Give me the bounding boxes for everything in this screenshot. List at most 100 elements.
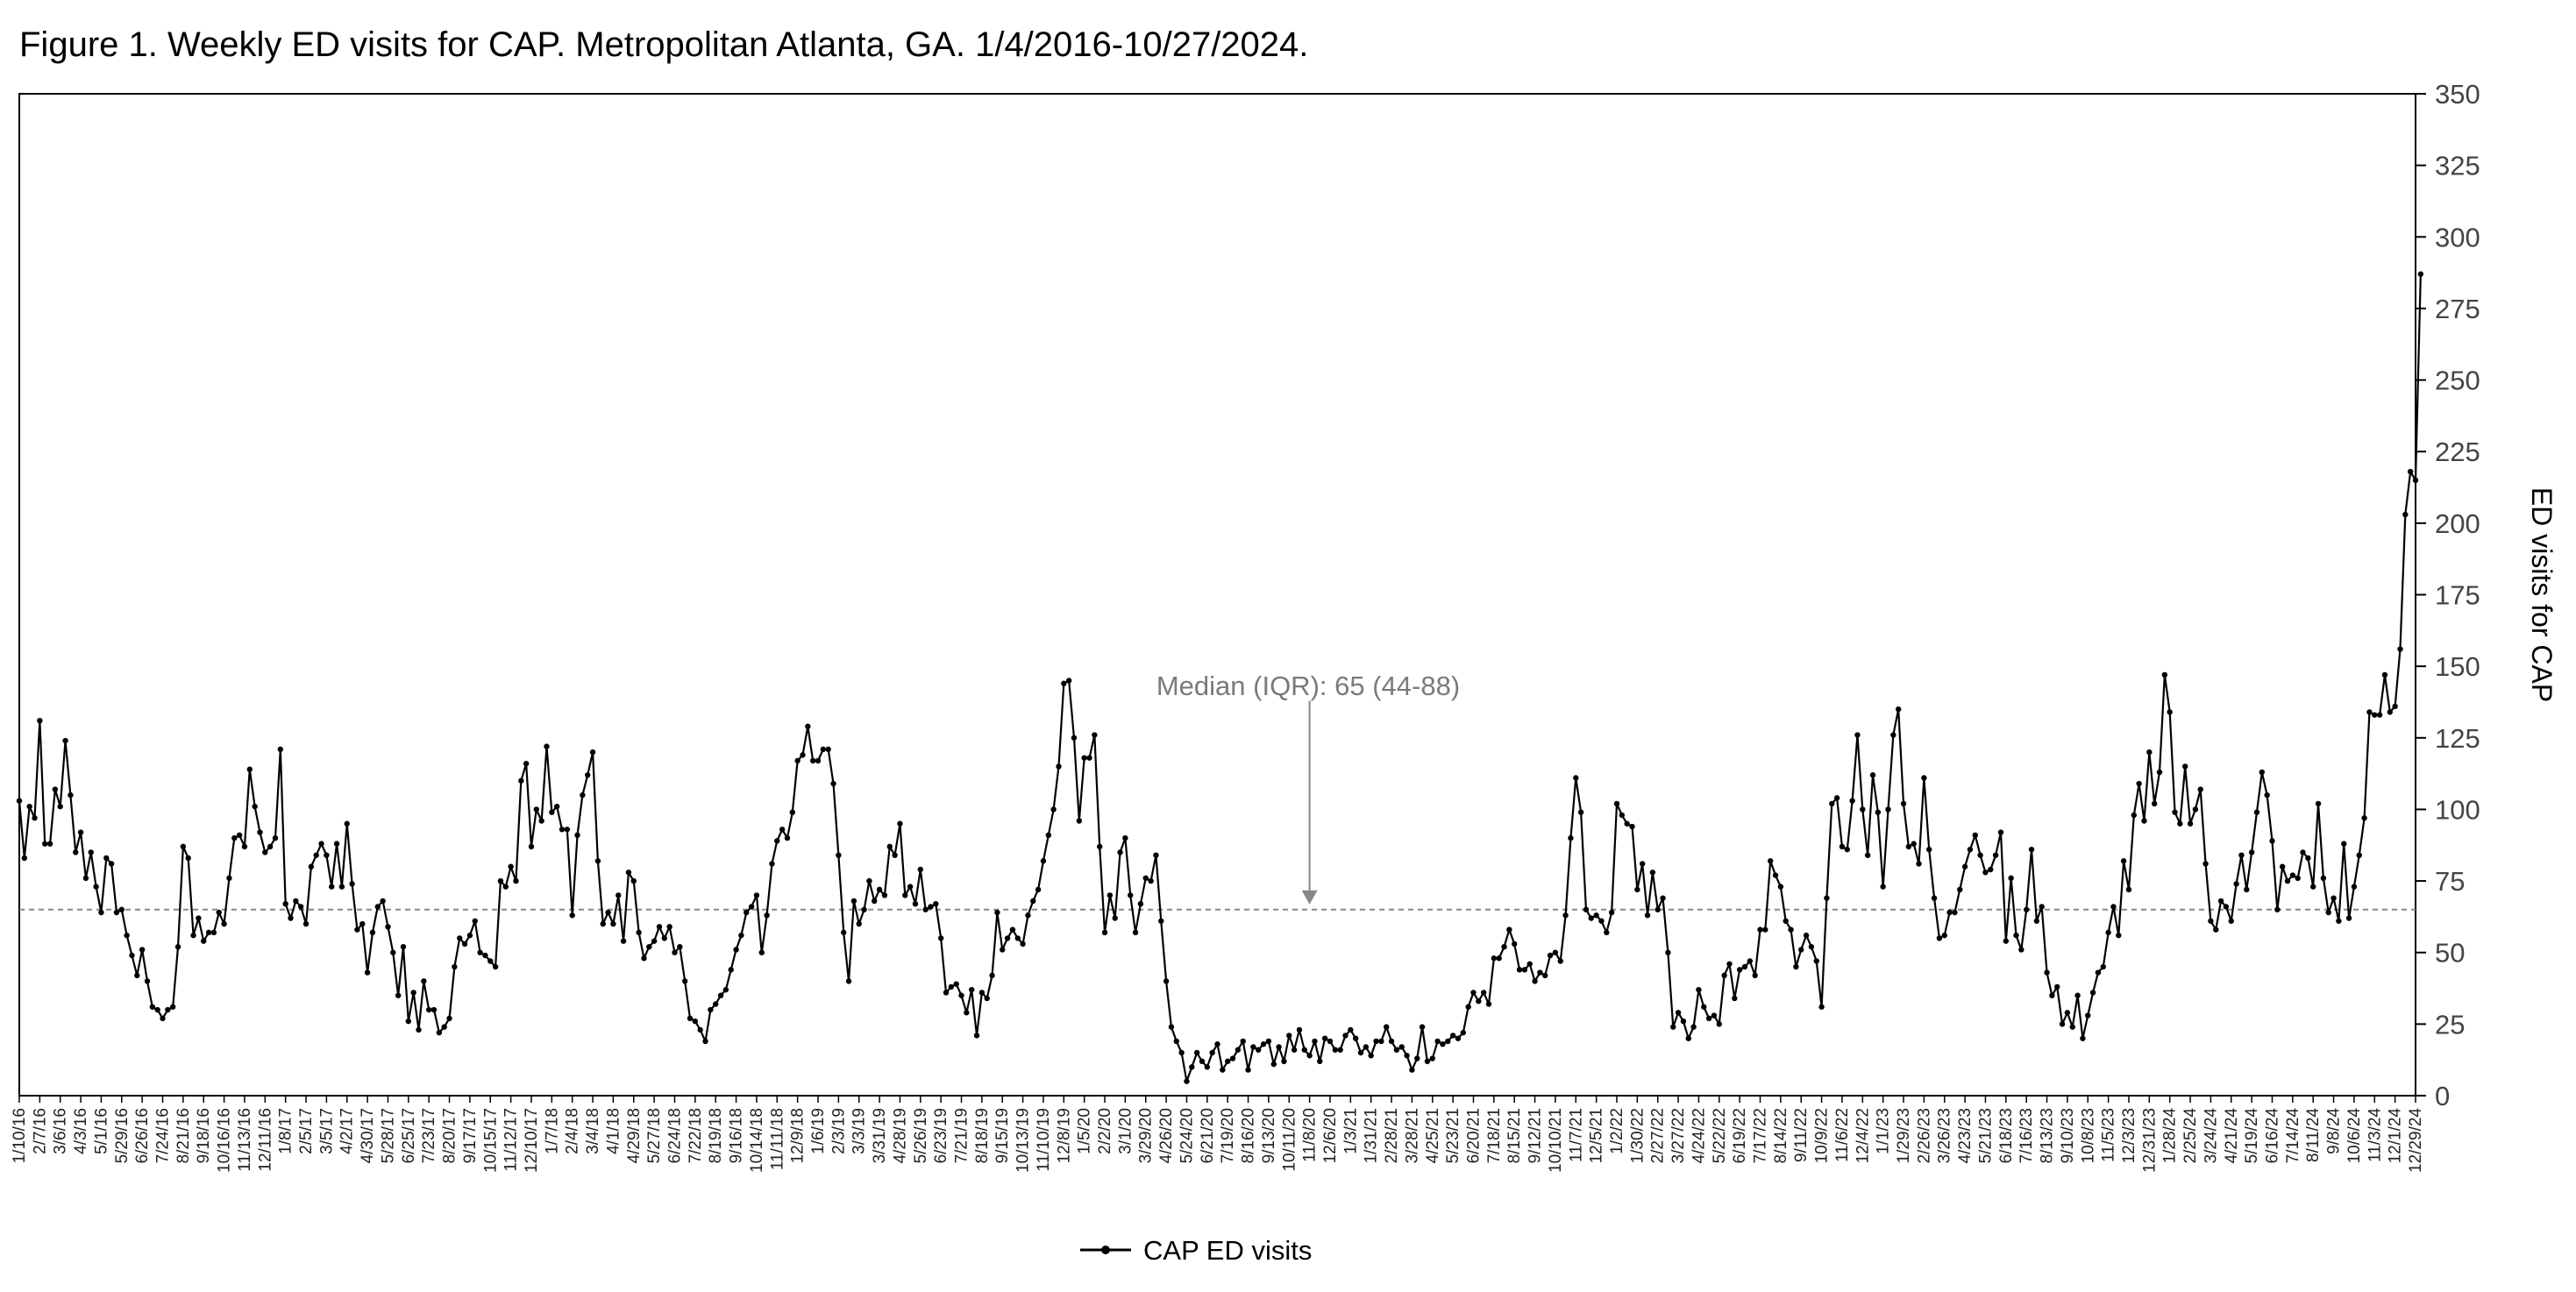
- data-point: [1890, 732, 1896, 738]
- data-point: [2412, 477, 2419, 484]
- data-point: [26, 803, 32, 810]
- data-point: [98, 909, 104, 916]
- data-point: [1849, 798, 1855, 804]
- data-point: [1224, 1058, 1231, 1065]
- data-point: [1895, 706, 1902, 713]
- x-tick-label: 4/28/19: [891, 1108, 909, 1163]
- data-point: [2131, 812, 2138, 819]
- data-point: [2387, 709, 2393, 715]
- data-point: [1117, 849, 1123, 855]
- data-point: [282, 901, 288, 907]
- data-point: [2228, 918, 2234, 924]
- data-point: [907, 884, 914, 890]
- data-point: [1317, 1058, 1323, 1065]
- x-tick-label: 7/21/19: [953, 1108, 971, 1163]
- data-point: [452, 963, 458, 970]
- data-point: [672, 949, 678, 955]
- data-point: [1972, 832, 1978, 839]
- data-point: [1025, 912, 1031, 919]
- data-point: [1404, 1053, 1410, 1059]
- data-point: [329, 884, 335, 890]
- data-point: [1455, 1035, 1462, 1041]
- data-point: [953, 981, 959, 987]
- data-point: [1035, 886, 1042, 893]
- data-point: [2064, 1010, 2071, 1016]
- data-point: [446, 1015, 452, 1022]
- x-tick-label: 9/15/19: [993, 1108, 1012, 1163]
- x-tick-label: 10/10/21: [1547, 1108, 1565, 1173]
- data-point: [1240, 1038, 1246, 1045]
- median-annotation-arrowhead: [1301, 890, 1318, 905]
- x-tick-label: 12/31/23: [2140, 1108, 2159, 1173]
- data-point: [943, 990, 950, 996]
- data-point: [2295, 875, 2301, 882]
- data-point: [708, 1006, 714, 1013]
- data-point: [538, 818, 544, 824]
- data-point: [2233, 881, 2239, 887]
- x-tick-label: 1/5/20: [1076, 1108, 1094, 1154]
- data-point: [216, 909, 222, 916]
- data-point: [1512, 941, 1518, 948]
- data-point: [37, 717, 43, 724]
- y-tick-label: 175: [2435, 580, 2480, 611]
- data-point: [1178, 1049, 1185, 1056]
- data-point: [1833, 795, 1840, 801]
- data-point: [836, 852, 842, 858]
- data-point: [968, 986, 975, 993]
- data-point: [1050, 806, 1057, 813]
- data-point: [523, 760, 530, 767]
- x-tick-label: 4/29/18: [625, 1108, 644, 1163]
- data-point: [190, 932, 196, 939]
- data-point: [1393, 1047, 1400, 1053]
- data-point: [2310, 884, 2316, 890]
- y-tick-label: 150: [2435, 651, 2480, 682]
- data-point: [728, 967, 734, 973]
- data-point: [1772, 872, 1779, 878]
- data-point: [513, 877, 519, 884]
- data-point: [1952, 909, 1958, 916]
- data-point: [2039, 904, 2045, 910]
- data-point: [1460, 1029, 1467, 1036]
- data-point: [1398, 1044, 1405, 1050]
- x-tick-label: 11/13/16: [236, 1108, 254, 1172]
- data-point: [994, 909, 1000, 916]
- data-point: [1547, 952, 1554, 959]
- data-point: [1583, 906, 1590, 912]
- data-point: [2110, 904, 2117, 910]
- x-tick-label: 12/8/19: [1055, 1108, 1073, 1163]
- data-point: [872, 898, 878, 905]
- x-tick-label: 12/10/17: [523, 1108, 541, 1173]
- data-point: [246, 766, 253, 772]
- x-tick-label: 3/1/20: [1116, 1108, 1135, 1154]
- data-point: [405, 1018, 412, 1025]
- data-point: [666, 924, 672, 930]
- data-point: [1516, 967, 1523, 973]
- x-tick-label: 9/18/16: [195, 1108, 213, 1163]
- x-tick-label: 9/11/22: [1792, 1108, 1811, 1162]
- data-point: [395, 992, 402, 998]
- data-point: [928, 904, 934, 910]
- y-tick-label: 25: [2435, 1009, 2465, 1040]
- x-tick-label: 10/16/16: [216, 1108, 234, 1173]
- data-point: [702, 1038, 708, 1045]
- data-point: [2397, 646, 2403, 652]
- x-tick-label: 11/7/21: [1567, 1108, 1585, 1162]
- data-point: [103, 855, 110, 862]
- x-tick-label: 3/4/18: [584, 1108, 602, 1154]
- x-tick-label: 4/23/23: [1956, 1108, 1975, 1163]
- data-point: [205, 929, 212, 936]
- x-tick-label: 8/15/21: [1505, 1108, 1524, 1163]
- data-point: [656, 924, 663, 930]
- data-point: [580, 792, 586, 799]
- data-point: [1128, 892, 1134, 898]
- data-point: [113, 909, 120, 916]
- data-point: [574, 832, 580, 839]
- x-tick-label: 2/2/20: [1096, 1108, 1114, 1154]
- data-point: [809, 757, 816, 764]
- x-tick-label: 10/9/22: [1813, 1108, 1832, 1163]
- x-tick-label: 6/19/22: [1731, 1108, 1749, 1163]
- data-point: [2136, 780, 2142, 787]
- x-tick-label: 10/11/20: [1280, 1108, 1299, 1172]
- data-point: [1465, 1004, 1471, 1010]
- x-tick-label: 5/23/21: [1444, 1108, 1462, 1163]
